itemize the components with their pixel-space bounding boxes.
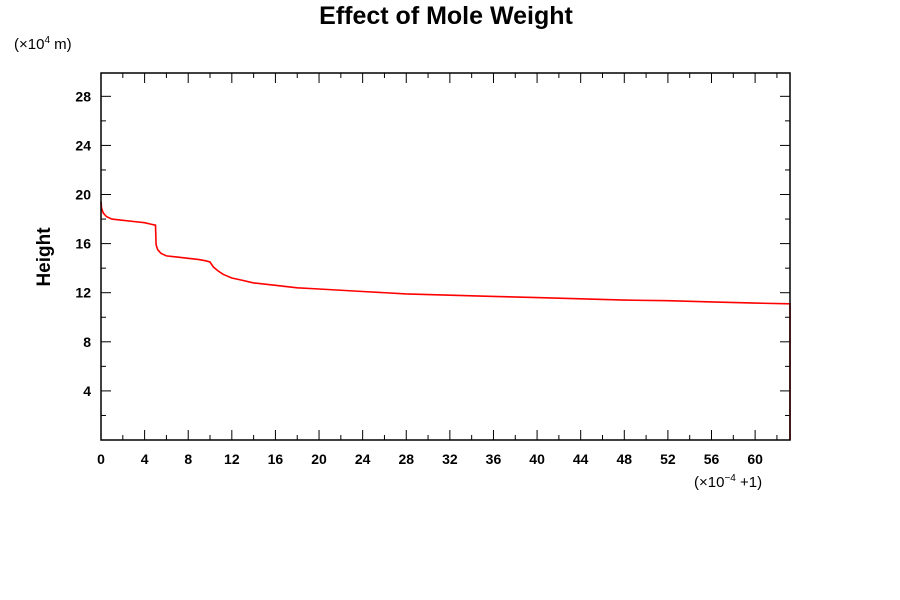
x-tick-label: 56: [704, 451, 720, 467]
x-tick-label: 8: [184, 451, 192, 467]
y-tick-label: 4: [83, 383, 91, 399]
y-tick-label: 8: [83, 334, 91, 350]
y-axis-label: Height: [34, 227, 55, 287]
x-tick-label: 40: [529, 451, 545, 467]
y-tick-label: 16: [75, 236, 91, 252]
y-axis-multiplier: (×104 m): [14, 35, 72, 53]
x-tick-label: 24: [355, 451, 371, 467]
x-tick-label: 48: [617, 451, 633, 467]
x-multiplier-prefix: (×10: [694, 474, 724, 491]
x-tick-label: 12: [224, 451, 240, 467]
y-multiplier-suffix: m): [50, 36, 72, 53]
x-tick-label: 20: [311, 451, 327, 467]
x-tick-label: 28: [398, 451, 414, 467]
y-multiplier-exponent: 4: [44, 35, 50, 46]
y-tick-label: 12: [75, 285, 91, 301]
x-tick-label: 52: [660, 451, 676, 467]
x-tick-label: 60: [747, 451, 763, 467]
y-multiplier-prefix: (×10: [14, 36, 44, 53]
x-tick-label: 0: [97, 451, 105, 467]
plot-frame: [100, 72, 791, 441]
axis-tick-labels: 0 4 8 12 16 20 24 28 32 36 40 44 48 52 56 6048121620242…: [75, 88, 763, 467]
axis-ticks: [100, 73, 790, 440]
x-multiplier-suffix: +1): [736, 474, 762, 491]
x-tick-label: 4: [141, 451, 149, 467]
y-tick-label: 20: [75, 187, 91, 203]
x-multiplier-exponent: −4: [724, 473, 736, 484]
series-group: [100, 201, 791, 440]
chart-title: Effect of Mole Weight: [319, 2, 573, 30]
x-tick-label: 32: [442, 451, 458, 467]
series-line-height: [100, 201, 791, 440]
y-tick-label: 24: [75, 137, 91, 153]
x-tick-label: 36: [486, 451, 502, 467]
x-axis-multiplier: (×10−4 +1): [694, 473, 762, 491]
x-tick-label: 16: [268, 451, 284, 467]
x-tick-label: 44: [573, 451, 589, 467]
y-tick-label: 28: [75, 88, 91, 104]
